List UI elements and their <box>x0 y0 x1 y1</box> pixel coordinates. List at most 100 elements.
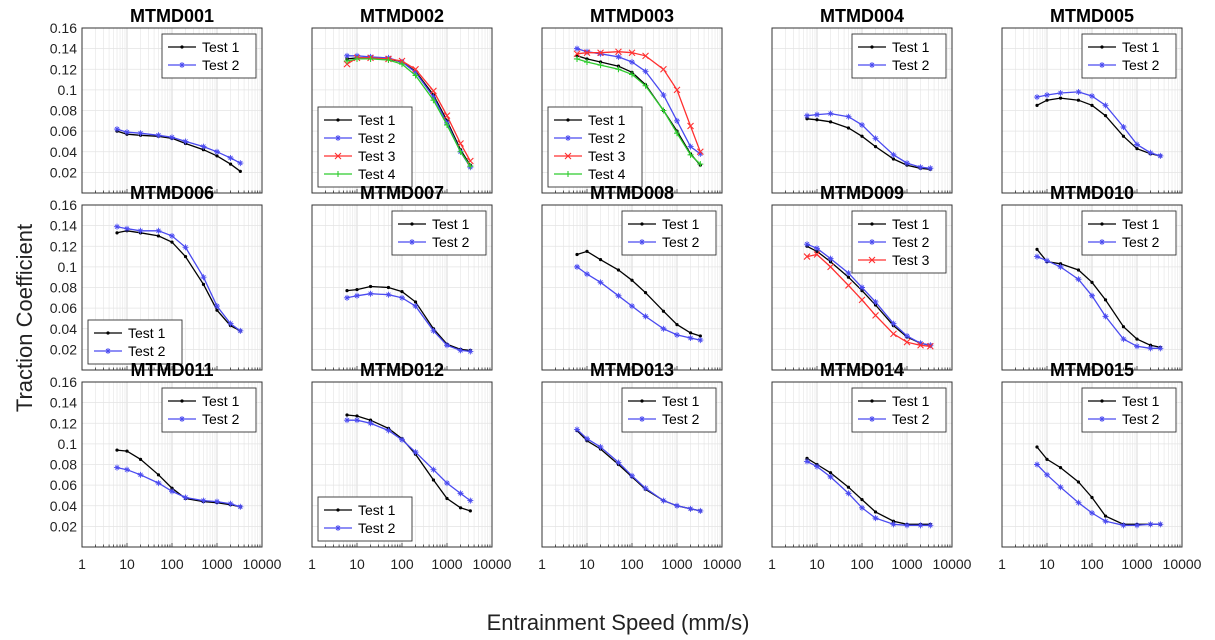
data-point <box>674 502 680 509</box>
chart-mtmd004: MTMD004 Test 1 Test 2 <box>771 6 953 194</box>
data-point <box>200 274 207 281</box>
data-point <box>574 426 581 433</box>
y-tick-label: 0.04 <box>50 321 77 337</box>
y-tick-label: 0.12 <box>50 61 77 77</box>
series-line <box>806 457 931 525</box>
data-point <box>386 285 391 290</box>
legend-entry: Test 1 <box>892 39 930 55</box>
legend-marker <box>565 135 571 141</box>
data-point <box>1034 461 1041 468</box>
series-test-4 <box>574 55 704 168</box>
data-point <box>1035 247 1039 251</box>
panel-title: MTMD003 <box>590 6 674 26</box>
legend: Test 1 Test 2 Test 3 <box>851 210 947 274</box>
chart-mtmd001: MTMD001 0.02 0.04 0.06 0.08 0.1 0.12 0.14 0.16 Te… <box>50 6 263 194</box>
data-point <box>430 466 437 473</box>
series-test-3 <box>343 54 474 165</box>
data-point <box>467 497 474 504</box>
data-point <box>430 97 437 104</box>
data-point <box>214 303 220 310</box>
data-point <box>1135 147 1139 151</box>
data-point <box>815 118 819 122</box>
legend-entry: Test 1 <box>1122 39 1160 55</box>
chart-mtmd007: MTMD007 Test 1 Test 2 <box>311 183 493 371</box>
series-test-2 <box>804 458 934 529</box>
panel-title: MTMD008 <box>590 183 674 203</box>
legend-entry: Test 2 <box>432 234 470 250</box>
legend-marker <box>335 135 341 141</box>
legend: Test 1 Test 2 <box>851 33 947 79</box>
data-point <box>443 112 451 120</box>
series-test-2 <box>114 126 244 167</box>
data-point <box>926 342 934 350</box>
data-point <box>904 332 910 339</box>
legend-marker <box>566 118 570 122</box>
y-tick-label: 0.16 <box>50 20 77 36</box>
data-point <box>698 334 702 338</box>
legend-marker <box>336 508 340 512</box>
data-point <box>1135 337 1139 341</box>
data-point <box>1045 98 1049 102</box>
legend-marker <box>869 239 875 245</box>
data-point <box>859 284 865 291</box>
data-point <box>858 296 866 304</box>
y-tick-label: 0.02 <box>50 518 77 534</box>
data-point <box>183 254 188 259</box>
legend-entry: Test 4 <box>588 166 626 182</box>
data-point <box>214 498 220 505</box>
data-point <box>1120 336 1127 343</box>
data-point <box>1090 280 1094 284</box>
series-test-2 <box>574 263 704 344</box>
series-line <box>576 266 701 341</box>
chart-mtmd013: MTMD013 1 10 100 1000 10000 Test 1 Test 2 <box>538 360 742 572</box>
y-tick-label: 0.04 <box>50 498 77 514</box>
chart-mtmd009: MTMD009 Test 1 Test 2 Test 3 <box>771 183 953 371</box>
legend: Test 1 Test 2 <box>1081 210 1177 256</box>
data-point <box>814 245 820 252</box>
data-point <box>1102 313 1109 320</box>
data-point <box>872 298 879 305</box>
series-line <box>576 51 701 153</box>
legend-marker <box>640 399 644 403</box>
data-point <box>805 456 809 460</box>
legend-marker <box>870 222 874 226</box>
data-point <box>345 288 349 293</box>
data-point <box>182 494 189 501</box>
x-tick-label: 1 <box>768 556 776 572</box>
legend: Test 1 Test 2 <box>391 210 487 256</box>
data-point <box>1075 88 1082 95</box>
data-point <box>227 320 234 327</box>
y-tick-label: 0.16 <box>50 374 77 390</box>
data-point <box>430 94 437 101</box>
chart-mtmd012: MTMD012 1 10 100 1000 10000 Test 1 Test 2 <box>308 360 512 572</box>
legend-box <box>1081 387 1177 433</box>
data-point <box>368 284 373 289</box>
data-point <box>115 448 119 452</box>
chart-mtmd010: MTMD010 Test 1 Test 2 <box>1001 183 1183 371</box>
data-point <box>804 241 811 248</box>
data-point <box>872 135 879 142</box>
x-tick-label: 1000 <box>661 556 692 572</box>
data-point <box>573 50 581 58</box>
data-point <box>827 110 834 117</box>
data-point <box>845 270 852 277</box>
series-test-2 <box>114 464 244 510</box>
y-tick-label: 0.14 <box>50 395 77 411</box>
legend-entry: Test 2 <box>128 343 166 359</box>
data-point <box>354 52 360 59</box>
data-point <box>137 130 144 137</box>
data-point <box>927 522 934 529</box>
data-point <box>412 72 419 79</box>
data-point <box>367 55 374 62</box>
y-tick-label: 0.06 <box>50 477 77 493</box>
legend-entry: Test 1 <box>662 393 700 409</box>
data-point <box>1044 471 1050 478</box>
data-point <box>805 117 809 121</box>
series-line <box>576 55 701 166</box>
data-point <box>1076 480 1081 484</box>
data-point <box>890 521 897 528</box>
data-point <box>201 148 206 152</box>
data-point <box>696 148 704 156</box>
data-point <box>917 341 924 349</box>
data-point <box>138 457 143 461</box>
